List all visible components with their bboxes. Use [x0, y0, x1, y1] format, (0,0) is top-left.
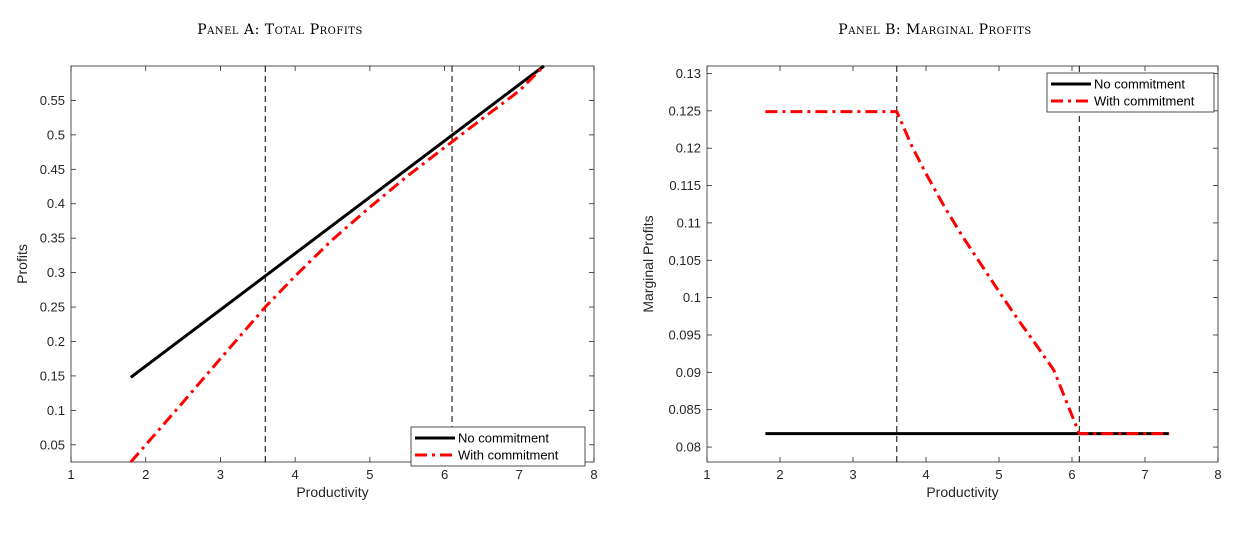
panel-a-xtick-label: 8 [590, 467, 597, 482]
panel-b-xtick-label: 1 [703, 467, 710, 482]
panel-a-legend-label: With commitment [458, 448, 559, 463]
panel-a-ytick-label: 0.05 [40, 437, 65, 452]
panel-a-ytick-label: 0.45 [40, 162, 65, 177]
panel-b-xtick-label: 3 [849, 467, 856, 482]
panel-b-legend-box [1046, 72, 1215, 113]
panel-b-title: Panel B: Marginal Profits [838, 22, 1032, 38]
panel-b-ytick-label: 0.13 [676, 66, 701, 81]
panel-b-xtick-label: 2 [776, 467, 783, 482]
panel-b-ylabel: Marginal Profits [640, 215, 656, 312]
panel-a-xtick-label: 3 [217, 467, 224, 482]
panel-b-xlabel: Productivity [926, 484, 998, 500]
panel-b-ytick-label: 0.105 [668, 253, 701, 268]
panel-b-ytick-label: 0.11 [677, 215, 701, 230]
panel-b-legend-label: With commitment [1094, 94, 1195, 109]
panel-b-ytick-label: 0.1 [683, 290, 701, 305]
panel-b-ytick-label: 0.09 [676, 365, 701, 380]
panel-a-legend-box [410, 426, 586, 467]
panel-a-ylabel: Profits [14, 244, 30, 284]
panel-b-legend-label: No commitment [1094, 77, 1185, 92]
panel-a-xtick-label: 5 [366, 467, 373, 482]
panel-a-ytick-label: 0.25 [40, 300, 65, 315]
panel-b-xtick-label: 5 [995, 467, 1002, 482]
panel-b-xtick-label: 6 [1068, 467, 1075, 482]
panel-b-axes-frame [706, 65, 1219, 463]
panel-a-xlabel: Productivity [296, 484, 368, 500]
panel-a-ytick-label: 0.15 [40, 368, 65, 383]
panel-a-series-with-commitment-line [129, 64, 545, 463]
panel-b-ytick-label: 0.12 [676, 141, 701, 156]
panel-a-ytick-label: 0.2 [47, 334, 65, 349]
panel-a-ytick-label: 0.3 [47, 265, 65, 280]
panel-b-series-with-commitment-line [765, 110, 1170, 436]
panel-b-ytick-label: 0.115 [669, 178, 701, 193]
panel-a-series-no-commitment-line [129, 64, 545, 379]
panel-b-ytick-label: 0.08 [676, 440, 701, 455]
panel-a-ytick-label: 0.5 [47, 127, 65, 142]
panel-a-xtick-label: 4 [292, 467, 299, 482]
panel-b-xtick-label: 4 [922, 467, 929, 482]
panel-a-xtick-label: 2 [142, 467, 149, 482]
panel-a-title: Panel A: Total Profits [197, 22, 363, 38]
panel-a-axes-frame [70, 65, 595, 463]
panel-a-xtick-label: 6 [441, 467, 448, 482]
panel-b-xtick-label: 7 [1141, 467, 1148, 482]
panel-a-ytick-label: 0.55 [40, 93, 65, 108]
panel-b-ytick-label: 0.085 [668, 402, 701, 417]
panel-a-ytick-label: 0.1 [47, 403, 65, 418]
panel-b-ytick-label: 0.125 [668, 103, 701, 118]
panel-b-ytick-label: 0.095 [668, 327, 701, 342]
panel-a-xtick-label: 1 [67, 467, 74, 482]
panel-a-xtick-label: 7 [516, 467, 523, 482]
panel-a-ytick-label: 0.35 [40, 231, 65, 246]
panel-a-legend-label: No commitment [458, 431, 549, 446]
panel-b-xtick-label: 8 [1214, 467, 1221, 482]
panel-a-ytick-label: 0.4 [47, 196, 65, 211]
